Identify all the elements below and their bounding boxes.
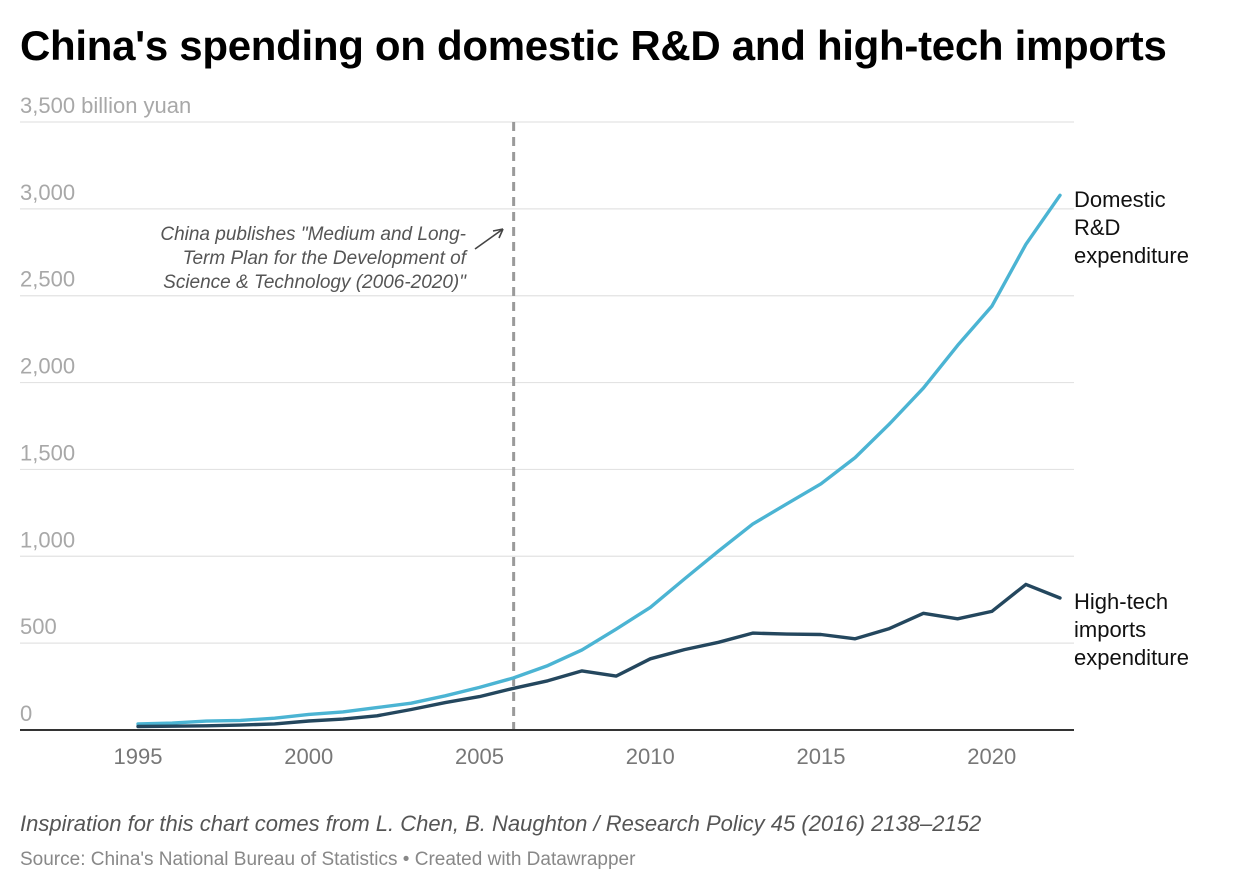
series-labels: Domestic R&D expenditure High-tech imports ex… — [1074, 187, 1189, 670]
y-tick-label: 500 — [20, 614, 57, 639]
y-tick-label: 3,500 billion yuan — [20, 93, 191, 118]
annotation-arrow — [474, 228, 504, 250]
annotation-text-line: China publishes "Medium and Long- — [160, 224, 466, 245]
x-tick-label: 2005 — [455, 744, 504, 769]
x-tick-label: 2020 — [967, 744, 1016, 769]
credit-text: Created with Datawrapper — [414, 849, 636, 870]
series-label-line: imports — [1074, 617, 1146, 642]
x-tick-label: 2000 — [284, 744, 333, 769]
x-tick-label: 1995 — [114, 744, 163, 769]
chart-note: Inspiration for this chart comes from L.… — [20, 811, 982, 836]
x-tick-label: 2015 — [797, 744, 846, 769]
y-axis-tick-labels: 0 500 1,000 1,500 2,000 2,500 3,000 3,500 billi… — [20, 93, 191, 726]
series-line-hightech-imports — [136, 582, 1062, 729]
series-label-line: expenditure — [1074, 645, 1189, 670]
annotation-text-line: Science & Technology (2006-2020)" — [163, 272, 467, 293]
source-separator: • — [402, 849, 410, 870]
y-tick-label: 3,000 — [20, 180, 75, 205]
series-label-line: expenditure — [1074, 243, 1189, 268]
series-label-line: High-tech — [1074, 589, 1168, 614]
x-axis: 1995 2000 2005 2010 2015 2020 — [20, 729, 1074, 769]
gridlines — [20, 121, 1074, 644]
series-label-line: R&D — [1074, 215, 1120, 240]
line-chart: 0 500 1,000 1,500 2,000 2,500 3,000 3,500 billi… — [20, 93, 1189, 769]
source-text: Source: China's National Bureau of Stati… — [20, 849, 398, 870]
y-tick-label: 2,500 — [20, 267, 75, 292]
series-line-domestic-rd — [136, 193, 1062, 726]
annotation-arrow-shaft — [474, 228, 504, 250]
y-tick-label: 2,000 — [20, 354, 75, 379]
chart-source: Source: China's National Bureau of Stati… — [20, 849, 635, 871]
annotation-arrow-head — [492, 228, 504, 239]
y-tick-label: 0 — [20, 701, 32, 726]
annotation-text-line: Term Plan for the Development of — [183, 248, 468, 269]
annotation-layer: China publishes "Medium and Long- Term Pl… — [160, 122, 516, 730]
series-label-line: Domestic — [1074, 187, 1166, 212]
y-tick-label: 1,000 — [20, 527, 75, 552]
chart-title: China's spending on domestic R&D and hig… — [20, 22, 1167, 69]
series-lines — [136, 193, 1062, 729]
y-tick-label: 1,500 — [20, 440, 75, 465]
x-tick-label: 2010 — [626, 744, 675, 769]
